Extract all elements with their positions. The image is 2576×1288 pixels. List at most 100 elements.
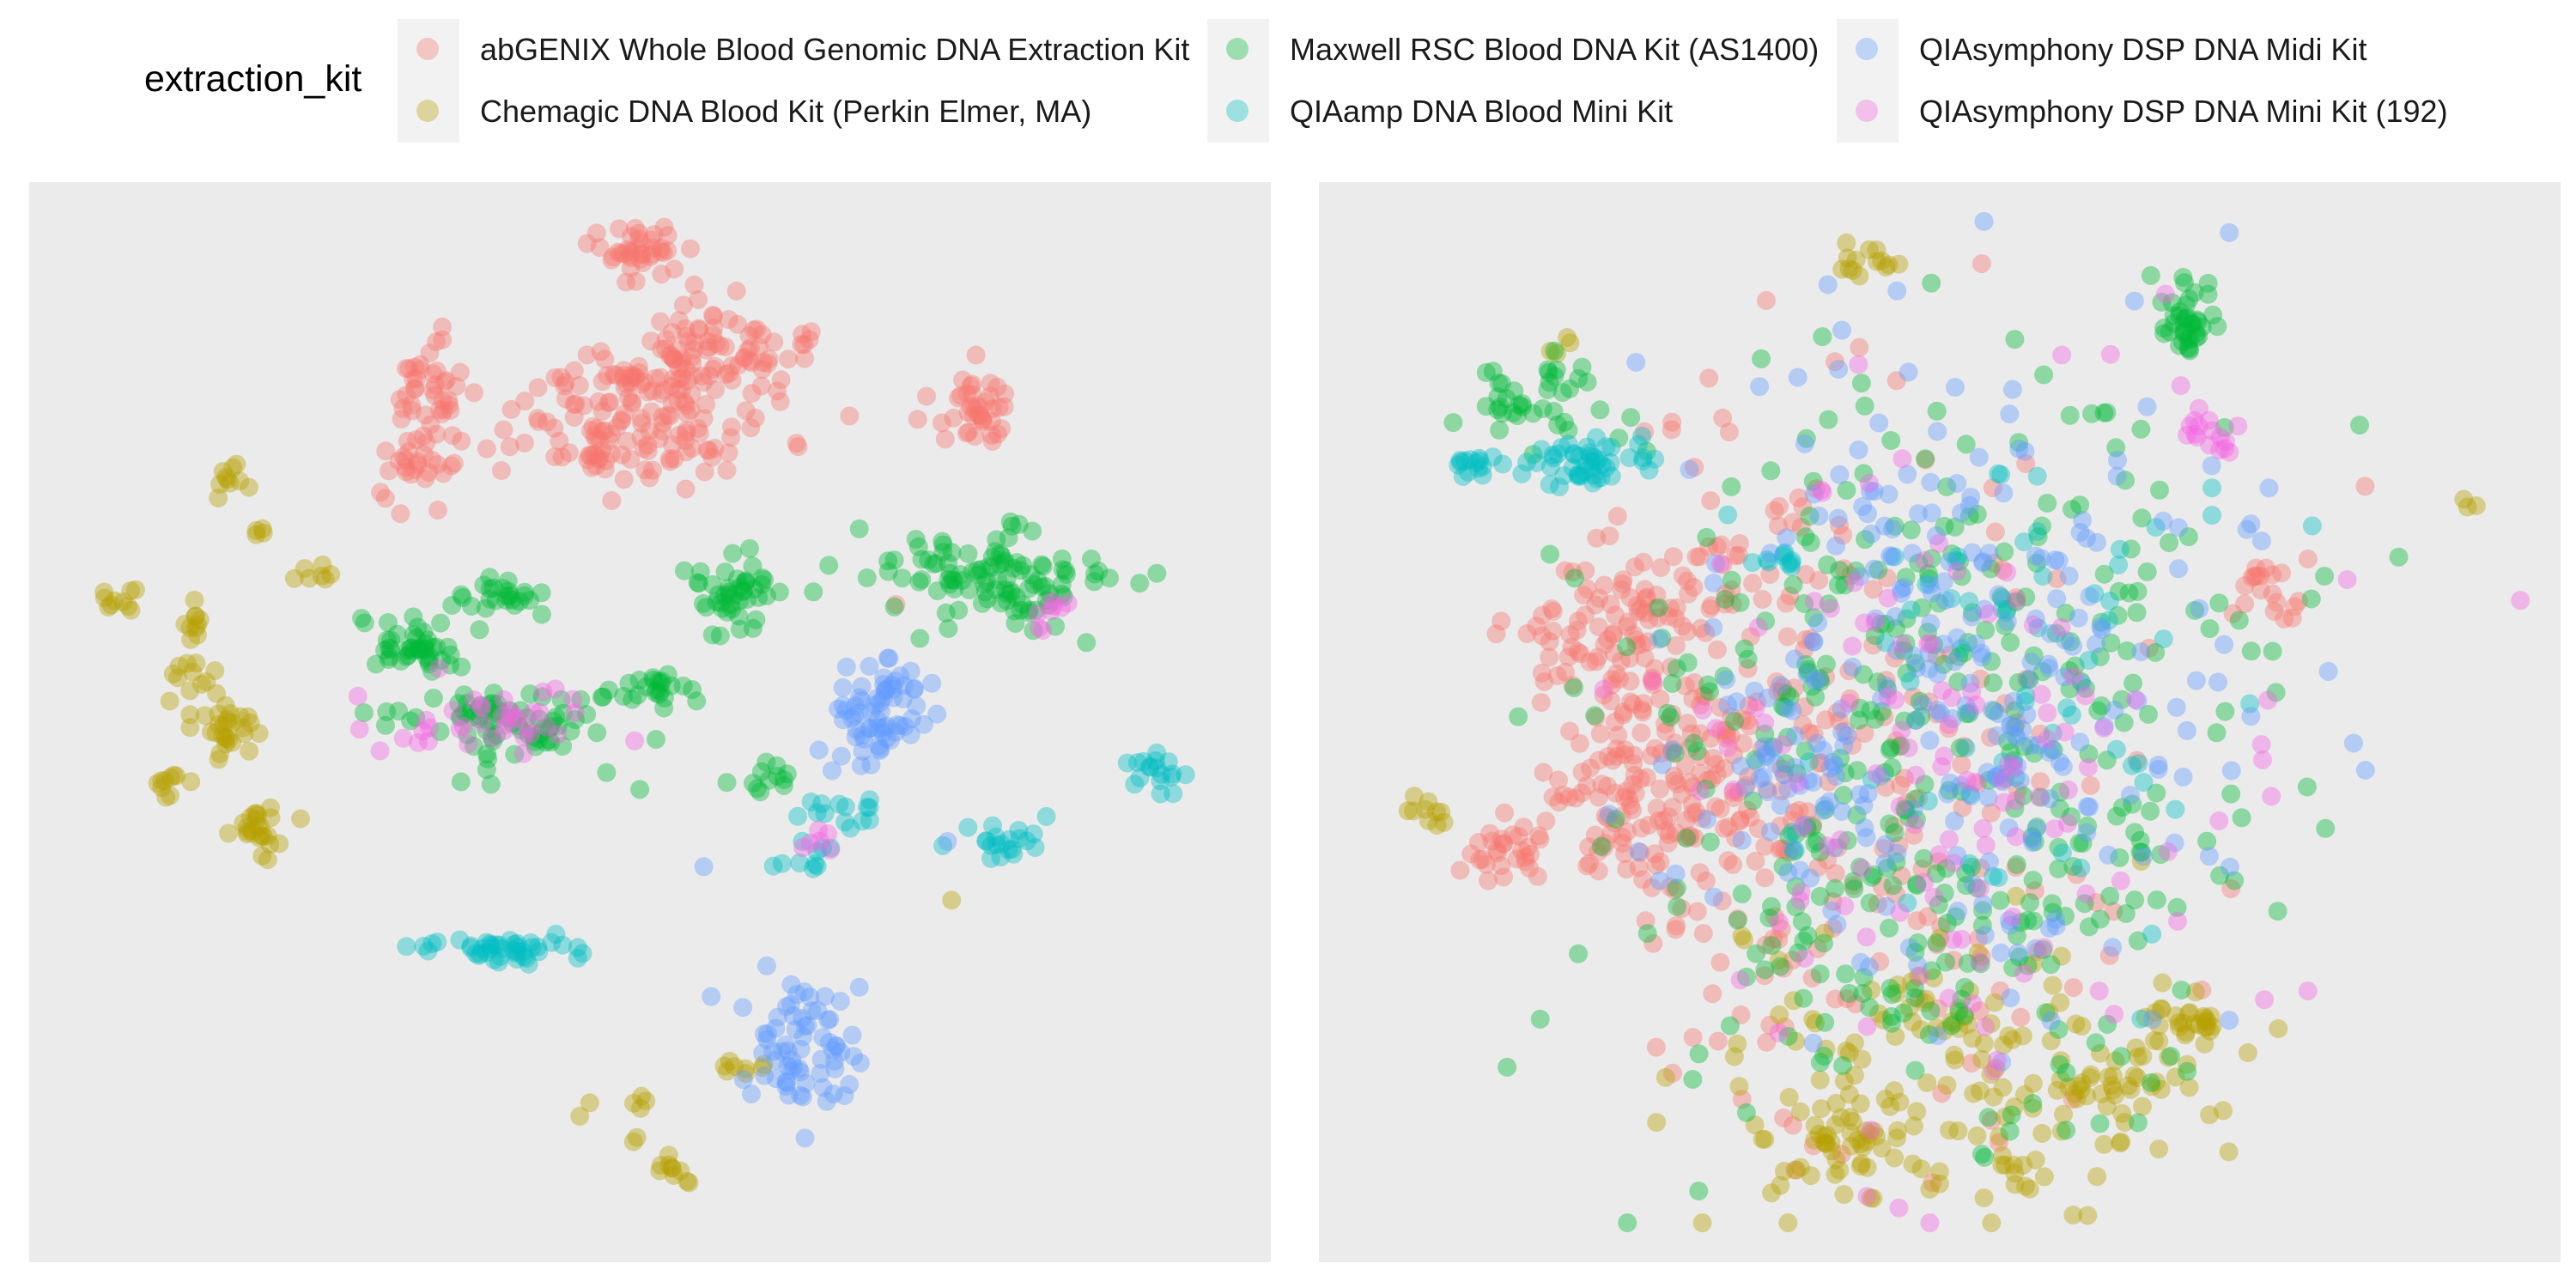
data-point (1577, 580, 1597, 598)
data-point (2466, 496, 2486, 515)
data-point (434, 464, 453, 483)
data-point (221, 704, 240, 724)
data-point (2051, 1121, 2071, 1141)
data-point (1633, 552, 1653, 572)
data-point (495, 720, 514, 740)
data-point (1819, 594, 1838, 614)
data-point (1621, 408, 1641, 428)
data-point (1880, 1097, 1900, 1116)
data-point (842, 708, 862, 728)
data-point (2220, 223, 2239, 242)
data-point (1609, 428, 1629, 448)
data-point (1950, 552, 1969, 571)
data-point (1991, 465, 2011, 484)
data-point (2087, 893, 2106, 912)
data-point (596, 451, 616, 471)
data-point (180, 705, 200, 725)
data-point (1828, 508, 1848, 528)
data-point (1637, 587, 1656, 607)
data-point (2298, 550, 2318, 568)
data-point (2225, 871, 2245, 890)
data-point (2109, 581, 2129, 601)
data-point (1779, 554, 1799, 574)
data-point (1127, 753, 1147, 772)
data-point (1778, 1213, 1798, 1233)
data-point (178, 653, 197, 673)
data-point (1929, 999, 1947, 1018)
data-point (1809, 506, 1829, 526)
data-point (2020, 670, 2039, 690)
data-point (1549, 770, 1568, 790)
data-point (908, 410, 927, 429)
data-point (1560, 625, 1580, 645)
data-point (1140, 757, 1160, 777)
data-point (1915, 993, 1935, 1012)
data-point (471, 696, 490, 715)
data-point (1728, 782, 1748, 802)
data-point (465, 383, 483, 403)
data-point (794, 335, 814, 355)
data-point (1920, 634, 1940, 653)
data-point (1947, 474, 1967, 493)
data-point (2148, 756, 2168, 775)
data-point (744, 774, 762, 793)
data-point (2081, 1065, 2100, 1084)
data-point (1589, 647, 1608, 667)
data-point (2131, 642, 2151, 662)
data-point (694, 857, 714, 877)
data-point (2124, 1066, 2144, 1085)
data-point (677, 396, 696, 415)
data-point (1962, 607, 1982, 627)
data-point (1774, 765, 1794, 785)
data-point (1715, 818, 1734, 838)
data-point (565, 703, 585, 722)
data-point (2041, 623, 2060, 643)
data-point (1796, 565, 1816, 585)
data-point (379, 461, 398, 481)
data-point (994, 553, 1014, 573)
data-point (1880, 814, 1899, 834)
data-point (421, 415, 440, 434)
data-point (942, 543, 962, 562)
data-point (1492, 404, 1512, 423)
data-point (2175, 309, 2195, 328)
data-point (1892, 580, 1911, 598)
data-point (1887, 1128, 1907, 1148)
data-point (651, 368, 670, 387)
data-point (428, 933, 447, 952)
data-point (242, 821, 262, 841)
data-point (1667, 659, 1686, 678)
scatter-plot-left (94, 217, 1195, 1193)
data-point (1700, 682, 1719, 702)
data-point (1627, 635, 1647, 655)
data-point (1801, 868, 1820, 888)
data-point (2302, 516, 2322, 536)
data-point (501, 705, 520, 725)
data-point (1814, 933, 1833, 953)
data-point (894, 676, 914, 696)
data-point (1818, 555, 1838, 574)
data-point (181, 772, 201, 792)
data-point (1780, 687, 1800, 707)
data-point (751, 376, 771, 396)
data-point (717, 1061, 737, 1081)
data-point (770, 392, 790, 411)
data-point (1843, 657, 1862, 677)
series-maxwell-rsc-blood-dna-kit-as1400 (352, 512, 1167, 802)
data-point (2142, 1072, 2161, 1092)
data-point (397, 937, 416, 957)
data-point (2047, 1080, 2067, 1100)
data-point (1907, 1102, 1927, 1121)
data-point (1968, 774, 1987, 793)
data-point (1693, 700, 1712, 720)
data-point (2118, 1076, 2138, 1096)
data-point (578, 450, 598, 470)
data-point (1545, 341, 1564, 361)
data-point (2078, 797, 2097, 817)
data-point (1956, 696, 1976, 715)
data-point (2046, 916, 2066, 936)
data-point (2221, 761, 2241, 781)
data-point (507, 708, 527, 727)
data-point (1967, 504, 1987, 524)
data-point (1761, 461, 1781, 481)
